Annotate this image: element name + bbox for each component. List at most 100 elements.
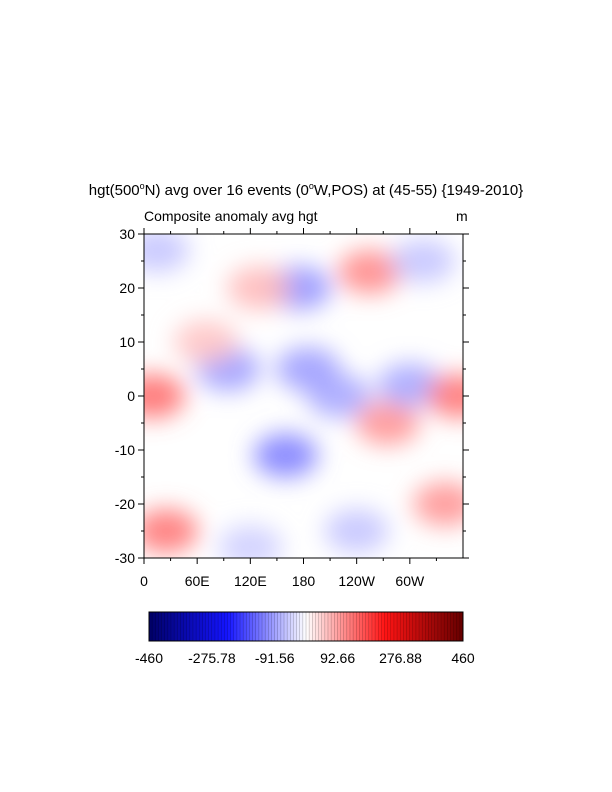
colorbar-swatch [155, 612, 159, 641]
colorbar-swatch [312, 612, 316, 641]
colorbar: -460 -275.78 -91.56 92.66 276.88 460 [135, 611, 475, 666]
colorbar-swatch [167, 612, 172, 641]
colorbar-swatch [299, 612, 304, 641]
colorbar-swatch [277, 612, 282, 641]
colorbar-swatch [265, 612, 269, 641]
colorbar-label: 276.88 [379, 650, 422, 666]
colorbar-swatch [315, 612, 319, 641]
colorbar-swatch [403, 612, 407, 641]
x-tick-label: 0 [140, 573, 148, 589]
colorbar-swatch [334, 612, 338, 641]
anomaly-blob [324, 509, 389, 553]
colorbar-swatch [378, 612, 382, 641]
colorbar-swatch [444, 612, 448, 641]
colorbar-swatch [189, 612, 194, 641]
colorbar-swatch [227, 612, 232, 641]
x-tick-label: 120W [338, 573, 375, 589]
colorbar-swatch [268, 612, 272, 641]
colorbar-swatch [284, 612, 288, 641]
y-tick-label: 30 [119, 226, 135, 242]
colorbar-swatch [290, 612, 294, 641]
anomaly-blob [174, 320, 238, 364]
y-tick-label: 10 [119, 334, 135, 350]
colorbar-swatch [412, 612, 417, 641]
colorbar-swatch [158, 612, 162, 641]
colorbar-swatch [406, 612, 411, 641]
colorbar-swatch [419, 612, 423, 641]
colorbar-swatch [371, 612, 376, 641]
colorbar-swatch [258, 612, 263, 641]
colorbar-swatch [183, 612, 188, 641]
anomaly-blob [144, 234, 190, 273]
colorbar-swatch [208, 612, 213, 641]
colorbar-swatch [431, 612, 436, 641]
x-tick-label: 60E [185, 573, 210, 589]
colorbar-swatch [170, 612, 175, 641]
colorbar-swatch [174, 612, 178, 641]
x-tick-label: 60W [395, 573, 425, 589]
heatmap-field [144, 234, 463, 558]
anomaly-blob [338, 249, 402, 294]
anomaly-blob [144, 509, 199, 553]
colorbar-label: -460 [135, 650, 163, 666]
colorbar-swatch [346, 612, 351, 641]
x-tick-label: 180 [292, 573, 316, 589]
colorbar-swatch [362, 612, 367, 641]
colorbar-swatch [384, 612, 389, 641]
colorbar-label: -91.56 [255, 650, 295, 666]
anomaly-blob [413, 482, 463, 526]
colorbar-swatch [205, 612, 210, 641]
colorbar-swatch [456, 612, 461, 641]
colorbar-swatch [252, 612, 257, 641]
colorbar-swatch [186, 612, 191, 641]
colorbar-swatch [246, 612, 250, 641]
colorbar-swatch [375, 612, 379, 641]
y-tick-label: -20 [115, 496, 135, 512]
colorbar-swatch [393, 612, 398, 641]
colorbar-swatch [318, 612, 323, 641]
colorbar-swatch [428, 612, 432, 641]
colorbar-swatch [271, 612, 275, 641]
colorbar-swatch [422, 612, 426, 641]
colorbar-swatch [390, 612, 395, 641]
colorbar-swatch [249, 612, 254, 641]
units-label: m [456, 208, 468, 224]
colorbar-swatch [240, 612, 244, 641]
colorbar-swatch [152, 612, 156, 641]
colorbar-swatch [447, 612, 451, 641]
colorbar-swatch [287, 612, 291, 641]
colorbar-swatch [327, 612, 332, 641]
colorbar-swatch [214, 612, 219, 641]
colorbar-swatch [293, 612, 297, 641]
y-tick-label: -30 [115, 550, 135, 566]
anomaly-blob [355, 401, 420, 445]
colorbar-swatch [365, 612, 370, 641]
colorbar-swatch [255, 612, 260, 641]
colorbar-label: 460 [451, 650, 475, 666]
colorbar-swatch [409, 612, 414, 641]
anomaly-blob [426, 374, 463, 418]
colorbar-swatch [324, 612, 329, 641]
colorbar-frame [148, 611, 464, 642]
colorbar-swatch [306, 612, 310, 641]
colorbar-swatch [202, 612, 206, 641]
chart-subtitle: Composite anomaly avg hgt [144, 208, 318, 224]
field-blobs [144, 234, 463, 558]
colorbar-swatch [161, 612, 166, 641]
colorbar-swatch [434, 612, 439, 641]
anomaly-blob [377, 363, 442, 408]
colorbar-swatch [230, 612, 235, 641]
colorbar-swatch [218, 612, 222, 641]
colorbar-swatch [400, 612, 404, 641]
colorbar-swatch [274, 612, 279, 641]
colorbar-swatch [243, 612, 247, 641]
anomaly-blob [144, 374, 185, 418]
y-tick-label: -10 [115, 442, 135, 458]
colorbar-swatch [302, 612, 307, 641]
colorbar-swatch [356, 612, 360, 641]
anomaly-blob [253, 433, 318, 478]
colorbar-swatch [343, 612, 348, 641]
colorbar-swatch [180, 612, 184, 641]
colorbar-swatch [387, 612, 392, 641]
